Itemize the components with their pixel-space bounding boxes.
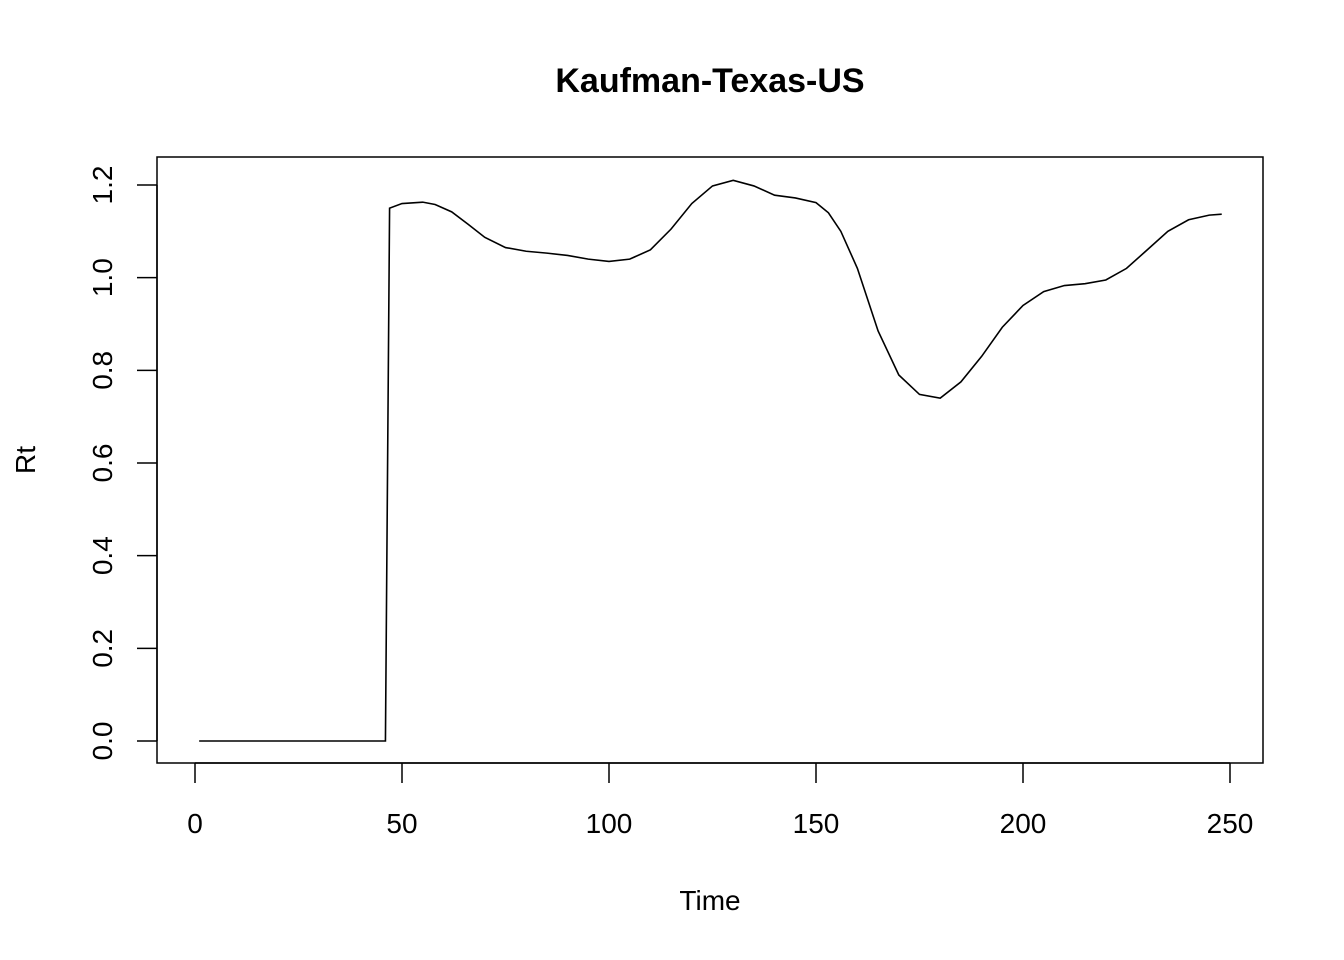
x-tick-label: 50 — [386, 808, 417, 839]
x-tick-label: 150 — [793, 808, 840, 839]
x-tick-label: 0 — [187, 808, 203, 839]
chart-title: Kaufman-Texas-US — [555, 62, 864, 100]
series-line — [199, 179, 1222, 742]
y-axis-label: Rt — [10, 446, 41, 474]
y-tick-label: 0.4 — [87, 536, 118, 575]
y-tick-label: 0.8 — [87, 351, 118, 390]
y-tick-label: 0.2 — [87, 629, 118, 668]
x-axis-ticks: 0 50 100 150 200 250 — [187, 763, 1253, 839]
x-tick-label: 200 — [1000, 808, 1047, 839]
y-tick-label: 0.0 — [87, 722, 118, 761]
x-tick-label: 100 — [586, 808, 633, 839]
y-tick-label: 1.2 — [87, 166, 118, 205]
x-axis-label: Time — [679, 885, 740, 916]
series-group — [199, 179, 1222, 742]
y-tick-label: 1.0 — [87, 258, 118, 297]
y-axis-ticks: 0.0 0.2 0.4 0.6 0.8 1.0 1.2 — [87, 166, 157, 761]
y-tick-label: 0.6 — [87, 444, 118, 483]
x-tick-label: 250 — [1207, 808, 1254, 839]
